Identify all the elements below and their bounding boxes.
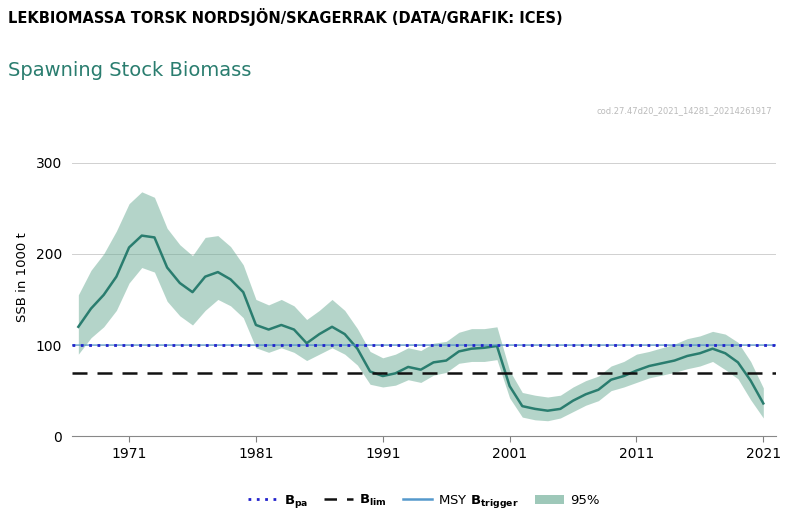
- Text: LEKBIOMASSA TORSK NORDSJÖN/SKAGERRAK (DATA/GRAFIK: ICES): LEKBIOMASSA TORSK NORDSJÖN/SKAGERRAK (DA…: [8, 8, 562, 26]
- Text: Spawning Stock Biomass: Spawning Stock Biomass: [8, 61, 251, 80]
- Y-axis label: SSB in 1000 t: SSB in 1000 t: [16, 232, 29, 321]
- Legend: $\mathbf{B_{pa}}$, $\mathbf{B_{lim}}$, MSY $\mathbf{B_{trigger}}$, 95%: $\mathbf{B_{pa}}$, $\mathbf{B_{lim}}$, M…: [242, 487, 606, 515]
- Text: cod.27.47d20_2021_14281_20214261917: cod.27.47d20_2021_14281_20214261917: [597, 106, 773, 115]
